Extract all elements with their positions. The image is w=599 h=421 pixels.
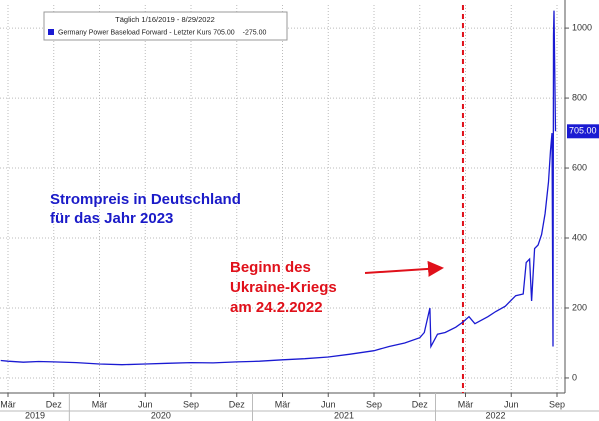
annotation: Strompreis in Deutschland	[50, 191, 241, 208]
x-tick-label: Mär	[458, 399, 474, 409]
legend-swatch	[48, 29, 54, 35]
event-text: am 24.2.2022	[230, 299, 323, 316]
series-line	[0, 10, 557, 366]
x-tick-label: Mär	[0, 399, 16, 409]
year-label: 2020	[151, 410, 171, 420]
legend-entry: Germany Power Baseload Forward - Letzter…	[58, 29, 266, 36]
x-tick-label: Dez	[229, 399, 246, 409]
x-tick-label: Jun	[138, 399, 153, 409]
legend-title: Täglich 1/16/2019 - 8/29/2022	[115, 15, 215, 24]
legend-series: Germany Power Baseload Forward	[58, 29, 167, 36]
x-tick-label: Jun	[321, 399, 336, 409]
annotation: für das Jahr 2023	[50, 210, 173, 227]
y-tick-label: 600	[572, 162, 587, 172]
year-label: 2022	[485, 410, 505, 420]
x-tick-label: Mär	[275, 399, 291, 409]
y-tick-label: 1000	[572, 22, 592, 32]
legend-label: - Letzter Kurs	[169, 29, 212, 36]
event-text: Beginn des	[230, 259, 311, 276]
x-tick-label: Mär	[92, 399, 108, 409]
event-arrow	[364, 260, 444, 277]
x-tick-label: Dez	[46, 399, 63, 409]
y-tick-label: 800	[572, 92, 587, 102]
event-text: Ukraine-Kriegs	[230, 279, 337, 296]
legend-box	[43, 11, 288, 41]
y-tick-label: 400	[572, 232, 587, 242]
last-price-badge	[567, 124, 599, 139]
plot	[0, 5, 557, 393]
last-price-label: 705.00	[569, 126, 597, 136]
year-label: 2019	[25, 410, 45, 420]
x-tick-label: Sep	[183, 399, 199, 409]
year-label: 2021	[334, 410, 354, 420]
x-tick-label: Dez	[412, 399, 429, 409]
y-tick-label: 0	[572, 372, 577, 382]
legend-last: 705.00	[213, 29, 235, 36]
x-tick-label: Sep	[366, 399, 382, 409]
x-tick-label: Jun	[504, 399, 519, 409]
y-tick-label: 200	[572, 302, 587, 312]
x-tick-label: Sep	[549, 399, 565, 409]
legend-change: -275.00	[243, 29, 267, 36]
